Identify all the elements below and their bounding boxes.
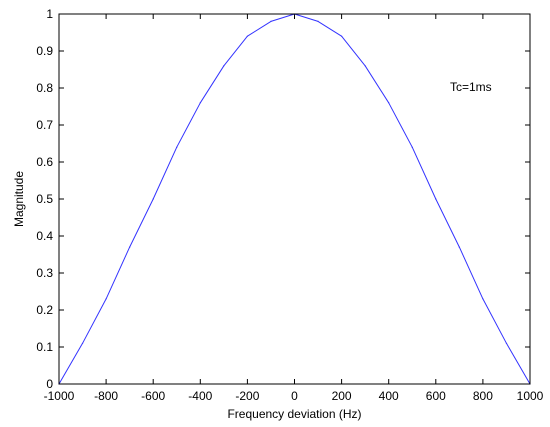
data-point <box>482 298 484 300</box>
y-tick-label: 0.9 <box>36 44 53 58</box>
x-tick-label: -200 <box>235 389 259 403</box>
data-point <box>411 146 413 148</box>
y-tick-label: 1 <box>46 7 53 21</box>
data-point <box>81 342 84 344</box>
x-tick-label: 400 <box>379 389 399 403</box>
plot-background <box>59 14 530 384</box>
x-axis-ticks: -1000 -800 -600 -400 -200 0 200 400 600 800 1000 <box>44 14 544 403</box>
x-tick-label: 600 <box>426 389 446 403</box>
y-tick-label: 0.5 <box>36 192 53 206</box>
y-tick-label: 0 <box>46 377 53 391</box>
data-point <box>246 35 248 37</box>
x-tick-label: 0 <box>291 389 298 403</box>
x-tick-label: 200 <box>332 389 352 403</box>
x-tick-label: -1000 <box>44 389 75 403</box>
data-point <box>435 198 437 200</box>
data-point <box>364 65 366 67</box>
x-axis-label: Frequency deviation (Hz) <box>227 407 361 421</box>
y-axis-label: Magnitude <box>12 171 26 227</box>
y-tick-label: 0.1 <box>36 340 53 354</box>
plot-frame <box>58 13 531 385</box>
data-point <box>505 342 508 344</box>
y-tick-label: 0.7 <box>36 118 53 132</box>
x-tick-label: 800 <box>473 389 493 403</box>
data-point <box>129 246 131 248</box>
x-tick-label: 1000 <box>517 389 544 403</box>
x-tick-label: -800 <box>94 389 118 403</box>
y-tick-label: 0.2 <box>36 303 53 317</box>
y-tick-label: 0.6 <box>36 155 53 169</box>
x-tick-label: -400 <box>188 389 212 403</box>
data-point <box>270 20 272 22</box>
y-tick-label: 0.8 <box>36 81 53 95</box>
annotation-text: Tc=1ms <box>450 80 492 94</box>
data-point <box>176 146 178 148</box>
data-point <box>388 102 390 104</box>
data-point <box>341 35 343 37</box>
x-tick-label: -600 <box>141 389 165 403</box>
data-point <box>199 102 201 104</box>
data-point <box>152 198 154 200</box>
data-point <box>317 20 319 22</box>
data-point <box>223 65 225 67</box>
y-tick-label: 0.4 <box>36 229 53 243</box>
data-point <box>105 298 107 300</box>
y-tick-label: 0.3 <box>36 266 53 280</box>
data-point <box>458 246 460 248</box>
